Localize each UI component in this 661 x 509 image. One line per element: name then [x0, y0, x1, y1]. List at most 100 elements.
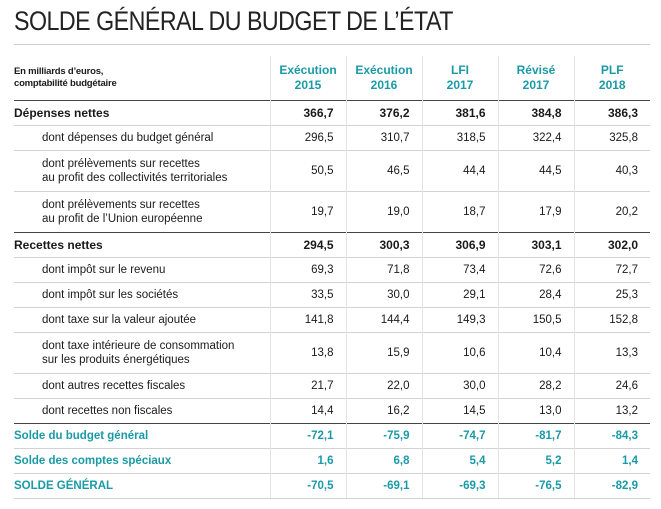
table-cell-value: 325,8 — [573, 125, 650, 151]
table-cell-value: 376,2 — [345, 100, 422, 126]
table-cell-value: -81,7 — [497, 423, 574, 449]
table-cell-value: -69,3 — [421, 473, 498, 499]
column-header-line1: Exécution — [279, 63, 337, 77]
row-label-line1: dont autres recettes fiscales — [42, 380, 186, 392]
column-header-line2: 2015 — [294, 78, 322, 92]
row-label: SOLDE GÉNÉRAL — [14, 473, 270, 499]
row-prelevements-collectivites: dont prélèvements sur recettes au profit … — [14, 150, 650, 192]
table-cell-value: 14,5 — [421, 398, 498, 424]
row-label-line1: dont taxe intérieure de consommation — [42, 340, 235, 352]
row-label-line1: dont prélèvements sur recettes — [42, 158, 200, 170]
row-label-line1: dont dépenses du budget général — [42, 132, 214, 144]
table-cell-value: 6,8 — [345, 448, 422, 474]
row-impot-societes: dont impôt sur les sociétés 33,5 30,0 29,1 2… — [14, 282, 650, 308]
row-label: Dépenses nettes — [14, 100, 270, 126]
table-cell-value: 71,8 — [345, 257, 422, 283]
row-solde-comptes-speciaux: Solde des comptes spéciaux 1,6 6,8 5,4 5,2 1,… — [14, 448, 650, 474]
table-cell-value: 303,1 — [497, 232, 574, 258]
column-header-line2: 2017 — [446, 78, 474, 92]
row-depenses-nettes: Dépenses nettes 366,7 376,2 381,6 384,8 386,3 — [14, 100, 650, 126]
table-cell-value: 44,5 — [497, 150, 574, 192]
table-cell-value: 144,4 — [345, 307, 422, 333]
table-cell-value: -76,5 — [497, 473, 574, 499]
table-cell-value: 30,0 — [345, 282, 422, 308]
column-header-line2: 2017 — [522, 78, 550, 92]
table-cell-value: 1,6 — [269, 448, 346, 474]
unit-label-line2: comptabilité budgétaire — [14, 78, 117, 89]
table-cell-value: 322,4 — [497, 125, 574, 151]
table-cell-value: -74,7 — [421, 423, 498, 449]
column-header-execution-2016: Exécution 2016 — [345, 56, 422, 101]
table-cell-value: 150,5 — [497, 307, 574, 333]
table-cell-value: -69,1 — [345, 473, 422, 499]
table-cell-value: 14,4 — [269, 398, 346, 424]
table-cell-value: 384,8 — [497, 100, 574, 126]
table-cell-value: 33,5 — [269, 282, 346, 308]
table-cell-value: 13,2 — [573, 398, 650, 424]
table-cell-value: 25,3 — [573, 282, 650, 308]
table-cell-value: 306,9 — [421, 232, 498, 258]
table-cell-value: 69,3 — [269, 257, 346, 283]
table-cell-value: 300,3 — [345, 232, 422, 258]
table-cell-value: 13,8 — [269, 332, 346, 374]
row-label: Solde du budget général — [14, 423, 270, 449]
table-cell-value: 73,4 — [421, 257, 498, 283]
row-label: dont prélèvements sur recettes au profit … — [14, 150, 270, 192]
row-depenses-budget-general: dont dépenses du budget général 296,5 310,… — [14, 125, 650, 151]
table-cell-value: 381,6 — [421, 100, 498, 126]
table-cell-value: -84,3 — [573, 423, 650, 449]
row-label: dont prélèvements sur recettes au profit … — [14, 191, 270, 233]
table-cell-value: 149,3 — [421, 307, 498, 333]
row-label: dont taxe intérieure de consommation sur … — [14, 332, 270, 374]
column-header-line1: Révisé — [516, 63, 556, 77]
table-cell-value: 20,2 — [573, 191, 650, 233]
table-cell-value: 40,3 — [573, 150, 650, 192]
table-cell-value: 29,1 — [421, 282, 498, 308]
title-divider — [14, 44, 650, 45]
column-header-line1: Exécution — [355, 63, 413, 77]
table-cell-value: 302,0 — [573, 232, 650, 258]
column-header-line2: 2018 — [598, 78, 626, 92]
table-cell-value: 21,7 — [269, 373, 346, 399]
table-cell-value: -75,9 — [345, 423, 422, 449]
row-label: dont taxe sur la valeur ajoutée — [14, 307, 270, 333]
table-cell-value: 310,7 — [345, 125, 422, 151]
table-cell-value: 1,4 — [573, 448, 650, 474]
row-label-line1: dont recettes non fiscales — [42, 405, 173, 417]
table-cell-value: -72,1 — [269, 423, 346, 449]
table-cell-value: 5,2 — [497, 448, 574, 474]
table-cell-value: 30,0 — [421, 373, 498, 399]
table-cell-value: 18,7 — [421, 191, 498, 233]
row-label-line1: Dépenses nettes — [14, 106, 110, 120]
row-label: dont impôt sur les sociétés — [14, 282, 270, 308]
table-cell-value: 72,7 — [573, 257, 650, 283]
column-header-line1: LFI — [451, 63, 469, 77]
table-cell-value: 24,6 — [573, 373, 650, 399]
row-label: dont recettes non fiscales — [14, 398, 270, 424]
table-cell-value: 386,3 — [573, 100, 650, 126]
table-header-row: En milliards d’euros, comptabilité budgé… — [14, 56, 650, 101]
table-cell-value: 16,2 — [345, 398, 422, 424]
row-label-line2: au profit des collectivités territoriale… — [42, 172, 228, 184]
column-header-revise-2017: Révisé 2017 — [497, 56, 574, 101]
row-label-line1: Recettes nettes — [14, 238, 103, 252]
table-cell-value: 141,8 — [269, 307, 346, 333]
page-title: SOLDE GÉNÉRAL DU BUDGET DE L’ÉTAT — [14, 6, 453, 36]
row-label-line1: dont taxe sur la valeur ajoutée — [42, 314, 197, 326]
table-cell-value: 294,5 — [269, 232, 346, 258]
budget-table: En milliards d’euros, comptabilité budgé… — [14, 56, 650, 499]
table-cell-value: 17,9 — [497, 191, 574, 233]
table-cell-value: 13,0 — [497, 398, 574, 424]
row-label: Solde des comptes spéciaux — [14, 448, 270, 474]
row-solde-general: SOLDE GÉNÉRAL -70,5 -69,1 -69,3 -76,5 -82,9 — [14, 473, 650, 499]
unit-label-line1: En milliards d’euros, — [14, 66, 104, 77]
row-tva: dont taxe sur la valeur ajoutée 141,8 144,… — [14, 307, 650, 333]
row-ticpe: dont taxe intérieure de consommation sur … — [14, 332, 650, 374]
column-header-plf-2018: PLF 2018 — [573, 56, 650, 101]
row-label-line1: Solde du budget général — [14, 430, 149, 442]
table-cell-value: -82,9 — [573, 473, 650, 499]
table-cell-value: 366,7 — [269, 100, 346, 126]
table-cell-value: 318,5 — [421, 125, 498, 151]
row-recettes-non-fiscales: dont recettes non fiscales 14,4 16,2 14,5 13… — [14, 398, 650, 424]
row-label: dont dépenses du budget général — [14, 125, 270, 151]
